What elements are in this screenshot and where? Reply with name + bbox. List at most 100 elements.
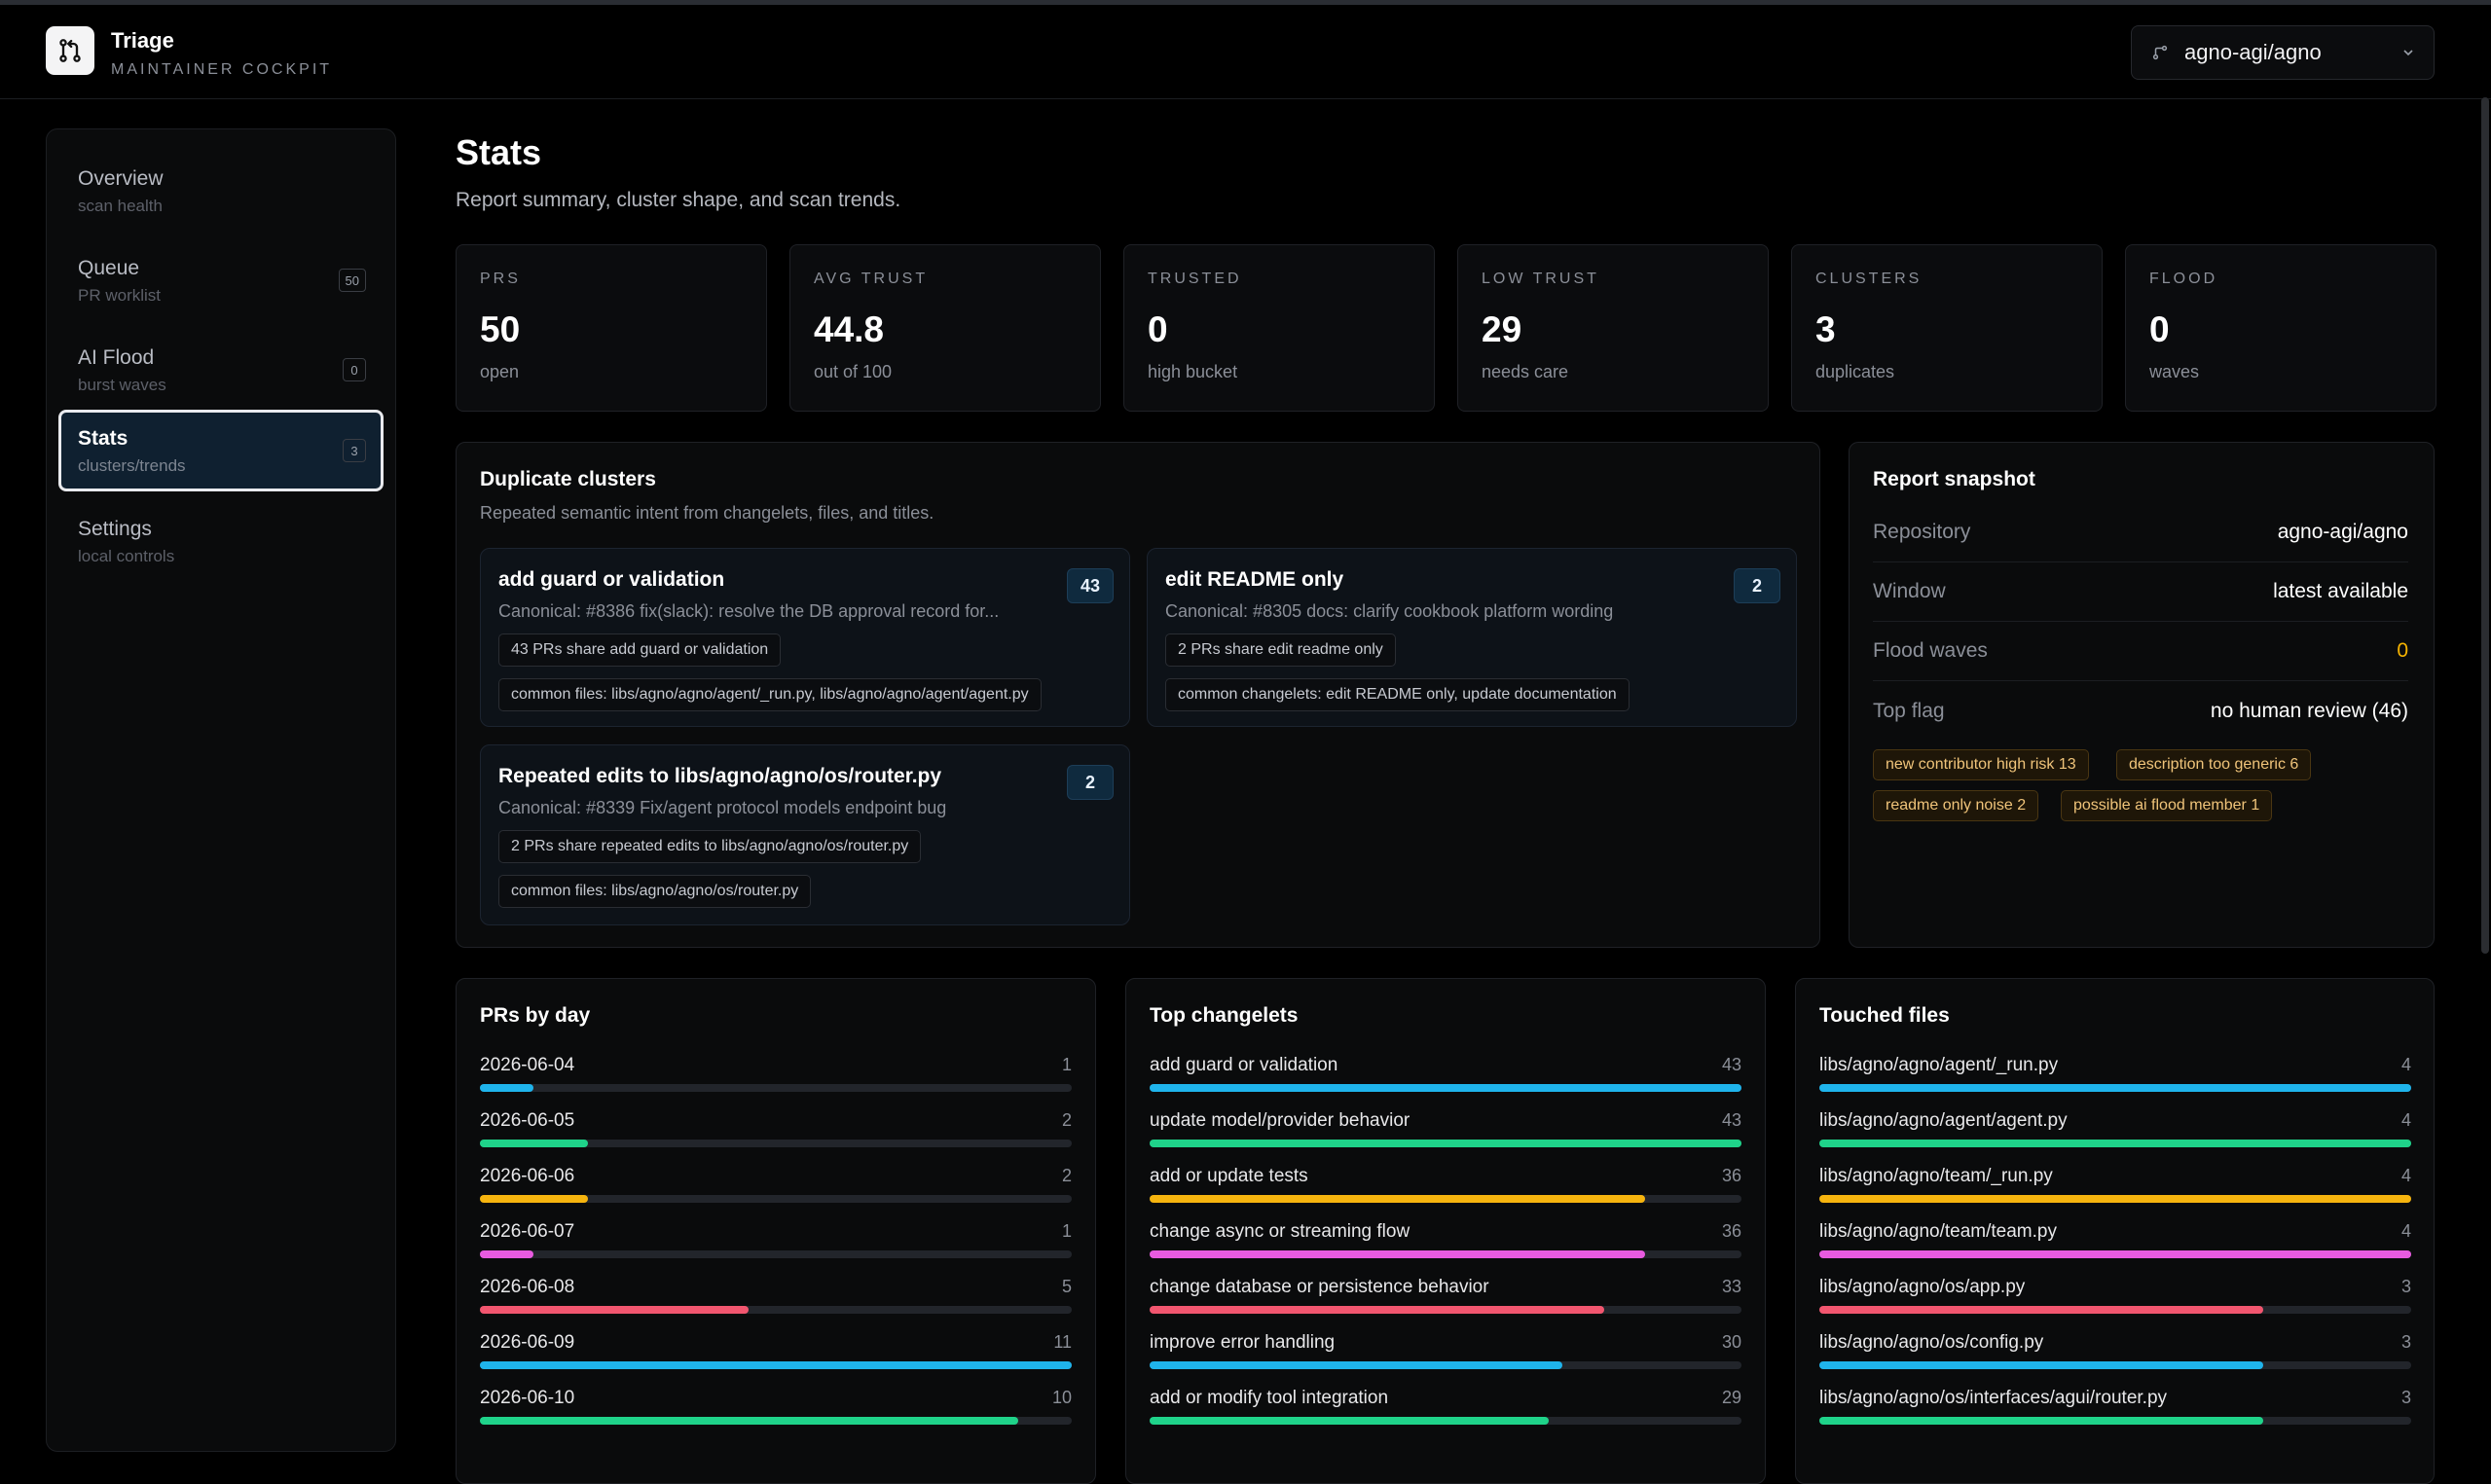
- prs-by-day-panel: PRs by day 2026-06-04 1 2026-06-05 2 2026-06…: [456, 978, 1096, 1484]
- repo-selector[interactable]: agno-agi/agno: [2131, 25, 2435, 80]
- bar-track: [1819, 1195, 2411, 1203]
- bar-fill: [480, 1417, 1018, 1425]
- sidebar-item-sub: scan health: [78, 197, 163, 215]
- duplicate-clusters-panel: Duplicate clusters Repeated semantic int…: [456, 442, 1820, 948]
- bar-fill: [1150, 1417, 1550, 1425]
- bar-label: libs/agno/agno/team/team.py: [1819, 1221, 2057, 1242]
- day-bar-row: 2026-06-10 10: [480, 1388, 1072, 1444]
- bar-label: libs/agno/agno/os/interfaces/agui/router…: [1819, 1388, 2168, 1408]
- day-bar-row: 2026-06-04 1: [480, 1055, 1072, 1111]
- cluster-canonical: Canonical: #8386 fix(slack): resolve the…: [498, 601, 1000, 621]
- sidebar-item-label: Stats: [78, 427, 128, 450]
- sidebar-item-ai-flood[interactable]: AI Flood burst waves 0: [58, 329, 384, 411]
- snapshot-value: agno-agi/agno: [2277, 521, 2408, 543]
- bar-value: 3: [2400, 1277, 2411, 1296]
- bar-track: [480, 1084, 1072, 1092]
- sidebar-item-overview[interactable]: Overview scan health: [58, 150, 384, 232]
- cluster-count-badge: 2: [1734, 568, 1780, 603]
- count-badge: 3: [343, 439, 366, 462]
- bar-value: 4: [2400, 1221, 2411, 1241]
- changelet-bar-row: improve error handling 30: [1150, 1332, 1741, 1389]
- bar-track: [1819, 1250, 2411, 1258]
- cluster-chip: 2 PRs share repeated edits to libs/agno/…: [498, 830, 922, 863]
- bar-track: [1150, 1361, 1741, 1369]
- bar-label: 2026-06-05: [480, 1110, 575, 1131]
- stat-label: CLUSTERS: [1815, 271, 1923, 287]
- page-scrollbar[interactable]: [2481, 97, 2489, 954]
- bar-track: [1819, 1306, 2411, 1314]
- snapshot-key: Top flag: [1873, 699, 1945, 722]
- flag-chip: possible ai flood member 1: [2061, 790, 2273, 821]
- stat-label: LOW TRUST: [1482, 271, 1599, 287]
- sidebar-item-sub: local controls: [78, 547, 175, 565]
- bar-value: 4: [2400, 1055, 2411, 1074]
- bar-value: 4: [2400, 1110, 2411, 1130]
- snapshot-key: Flood waves: [1873, 639, 1988, 662]
- snapshot-value: 0: [2397, 639, 2408, 662]
- bar-fill: [480, 1306, 750, 1314]
- app-subtitle: MAINTAINER COCKPIT: [111, 61, 333, 78]
- pull-request-icon: [59, 39, 81, 62]
- panel-subtitle: Repeated semantic intent from changelets…: [480, 503, 934, 523]
- sidebar-item-sub: clusters/trends: [78, 456, 186, 475]
- bar-value: 4: [2400, 1166, 2411, 1185]
- bar-value: 3: [2400, 1388, 2411, 1407]
- day-bar-row: 2026-06-08 5: [480, 1277, 1072, 1333]
- stat-card-avg-trust: AVG TRUST 44.8 out of 100: [789, 244, 1101, 412]
- bar-label: change database or persistence behavior: [1150, 1277, 1489, 1297]
- snapshot-value: latest available: [2273, 580, 2408, 602]
- bar-track: [480, 1417, 1072, 1425]
- cluster-title: edit README only: [1165, 568, 1344, 591]
- stat-label: FLOOD: [2149, 271, 2218, 287]
- file-bar-row: libs/agno/agno/agent/agent.py 4: [1819, 1110, 2411, 1167]
- bar-value: 30: [1721, 1332, 1741, 1352]
- bar-track: [1150, 1140, 1741, 1147]
- file-bar-row: libs/agno/agno/os/interfaces/agui/router…: [1819, 1388, 2411, 1444]
- app-logo[interactable]: [46, 26, 94, 75]
- stat-desc: high bucket: [1148, 362, 1238, 381]
- panel-title: Top changelets: [1150, 1004, 1299, 1027]
- snapshot-row-top-flag: Top flag no human review (46): [1873, 681, 2408, 741]
- bar-label: libs/agno/agno/os/app.py: [1819, 1277, 2026, 1297]
- sidebar-item-sub: PR worklist: [78, 286, 162, 305]
- bar-track: [480, 1195, 1072, 1203]
- cluster-chip: common files: libs/agno/agno/os/router.p…: [498, 875, 812, 908]
- bar-fill: [1819, 1361, 2263, 1369]
- bar-track: [480, 1140, 1072, 1147]
- day-bar-row: 2026-06-09 11: [480, 1332, 1072, 1389]
- panel-title: Report snapshot: [1873, 468, 2035, 490]
- bar-label: change async or streaming flow: [1150, 1221, 1410, 1242]
- stat-desc: needs care: [1482, 362, 1569, 381]
- cluster-title: Repeated edits to libs/agno/agno/os/rout…: [498, 765, 942, 787]
- file-bar-row: libs/agno/agno/agent/_run.py 4: [1819, 1055, 2411, 1111]
- page-subtitle: Report summary, cluster shape, and scan …: [456, 189, 901, 211]
- sidebar-item-settings[interactable]: Settings local controls: [58, 500, 384, 582]
- sidebar-item-stats[interactable]: Stats clusters/trends 3: [58, 410, 384, 491]
- sidebar-item-sub: burst waves: [78, 376, 166, 394]
- bar-label: 2026-06-04: [480, 1055, 575, 1075]
- sidebar-item-queue[interactable]: Queue PR worklist 50: [58, 239, 384, 321]
- bar-label: libs/agno/agno/agent/_run.py: [1819, 1055, 2059, 1075]
- bar-fill: [1150, 1250, 1646, 1258]
- cluster-card[interactable]: edit README only Canonical: #8305 docs: …: [1147, 548, 1797, 727]
- cluster-chip: 43 PRs share add guard or validation: [498, 633, 782, 667]
- stat-value: 3: [1815, 309, 1836, 349]
- top-changelets-panel: Top changelets add guard or validation 43…: [1125, 978, 1766, 1484]
- bar-label: improve error handling: [1150, 1332, 1336, 1353]
- sidebar-item-label: Settings: [78, 518, 152, 540]
- day-bar-row: 2026-06-07 1: [480, 1221, 1072, 1278]
- bar-label: 2026-06-08: [480, 1277, 575, 1297]
- day-bar-row: 2026-06-06 2: [480, 1166, 1072, 1222]
- bar-fill: [1819, 1084, 2411, 1092]
- cluster-card[interactable]: Repeated edits to libs/agno/agno/os/rout…: [480, 744, 1130, 925]
- cluster-count-badge: 2: [1067, 765, 1114, 800]
- cluster-card[interactable]: add guard or validation Canonical: #8386…: [480, 548, 1130, 727]
- bar-track: [1150, 1417, 1741, 1425]
- stat-desc: out of 100: [814, 362, 893, 381]
- bar-track: [1819, 1417, 2411, 1425]
- bar-fill: [480, 1084, 534, 1092]
- chevron-down-icon: [2403, 50, 2413, 56]
- bar-label: update model/provider behavior: [1150, 1110, 1410, 1131]
- touched-files-panel: Touched files libs/agno/agno/agent/_run.…: [1795, 978, 2435, 1484]
- panel-title: PRs by day: [480, 1004, 591, 1027]
